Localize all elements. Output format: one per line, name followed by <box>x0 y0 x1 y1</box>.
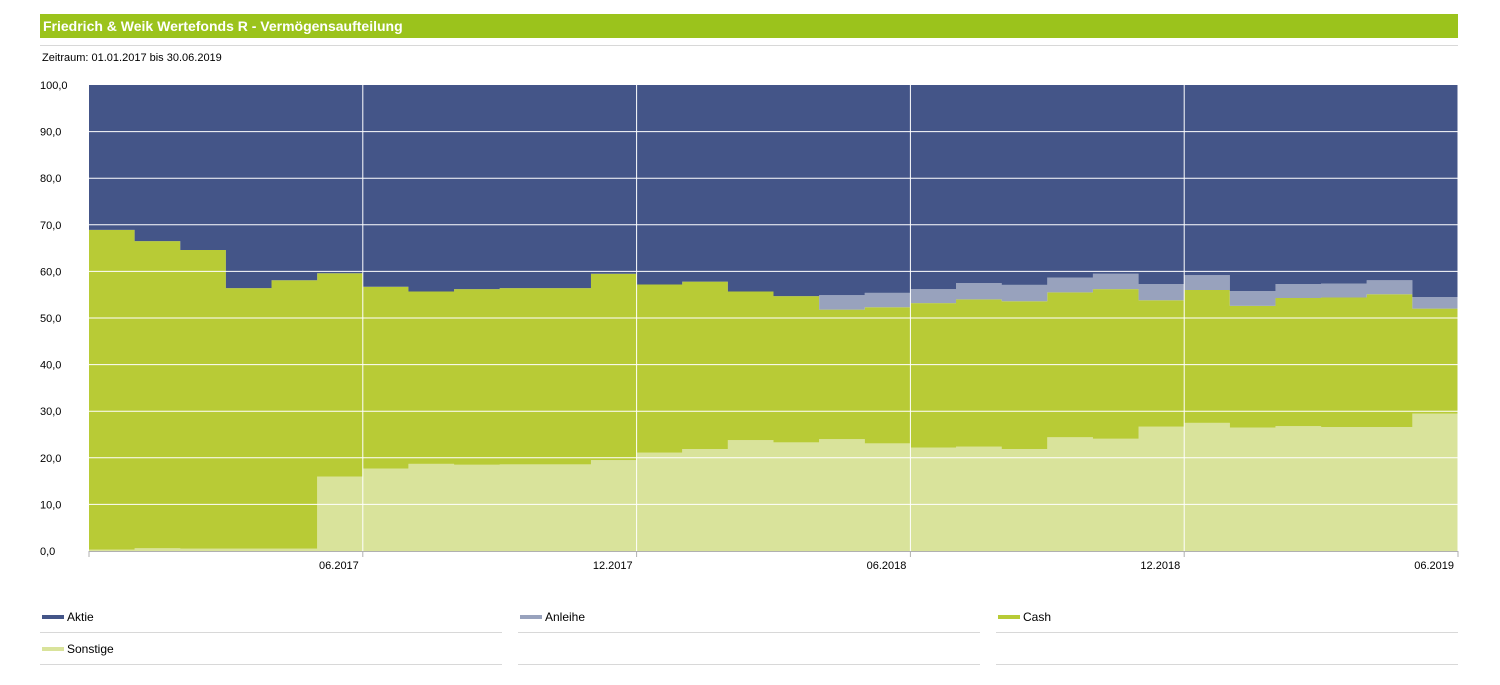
y-tick-label: 60,0 <box>40 266 61 278</box>
y-tick-label: 80,0 <box>40 173 61 185</box>
chart-title: Friedrich & Weik Wertefonds R - Vermögen… <box>43 18 403 34</box>
legend-item-cash[interactable]: Cash <box>996 600 1458 633</box>
legend-item-aktie[interactable]: Aktie <box>40 600 502 633</box>
title-divider <box>40 45 1458 46</box>
legend-empty-cell <box>996 632 1458 665</box>
stacked-area-chart: 0,0 10,0 20,0 30,0 40,0 50,0 60,0 70,0 80,0 90,0 1… <box>40 80 1459 572</box>
legend-swatch-anleihe <box>520 615 542 619</box>
x-tick-label: 12.2017 <box>593 560 633 572</box>
y-tick-label: 50,0 <box>40 313 61 325</box>
legend-label-anleihe: Anleihe <box>545 610 586 624</box>
x-tick-label: 06.2018 <box>867 560 907 572</box>
y-tick-label: 0,0 <box>40 546 55 558</box>
legend-label-cash: Cash <box>1023 610 1052 624</box>
legend-swatch-cash <box>998 615 1020 619</box>
area-series-sonstige <box>89 413 1458 551</box>
y-tick-label: 100,0 <box>40 80 68 92</box>
area-series-cash <box>89 229 1458 550</box>
x-tick-label: 06.2019 <box>1414 560 1454 572</box>
legend-item-sonstige[interactable]: Sonstige <box>40 632 502 665</box>
legend: Aktie Anleihe Cash Sonstige <box>40 600 1458 665</box>
legend-item-anleihe[interactable]: Anleihe <box>518 600 980 633</box>
y-tick-label: 10,0 <box>40 499 61 511</box>
y-tick-label: 20,0 <box>40 453 61 465</box>
chart-area: 0,0 10,0 20,0 30,0 40,0 50,0 60,0 70,0 80,0 90,0 1… <box>0 70 1500 590</box>
y-tick-label: 70,0 <box>40 220 61 232</box>
y-tick-label: 40,0 <box>40 360 61 372</box>
legend-label-sonstige: Sonstige <box>67 642 114 656</box>
legend-swatch-aktie <box>42 615 64 619</box>
y-tick-label: 90,0 <box>40 127 61 139</box>
chart-subtitle: Zeitraum: 01.01.2017 bis 30.06.2019 <box>42 52 222 64</box>
legend-swatch-sonstige <box>42 647 64 651</box>
legend-empty-cell <box>518 632 980 665</box>
area-series-aktie <box>89 85 1458 298</box>
legend-label-aktie: Aktie <box>67 610 94 624</box>
chart-title-bar: Friedrich & Weik Wertefonds R - Vermögen… <box>40 14 1458 38</box>
x-tick-label: 06.2017 <box>319 560 359 572</box>
y-tick-label: 30,0 <box>40 406 61 418</box>
x-tick-label: 12.2018 <box>1140 560 1180 572</box>
